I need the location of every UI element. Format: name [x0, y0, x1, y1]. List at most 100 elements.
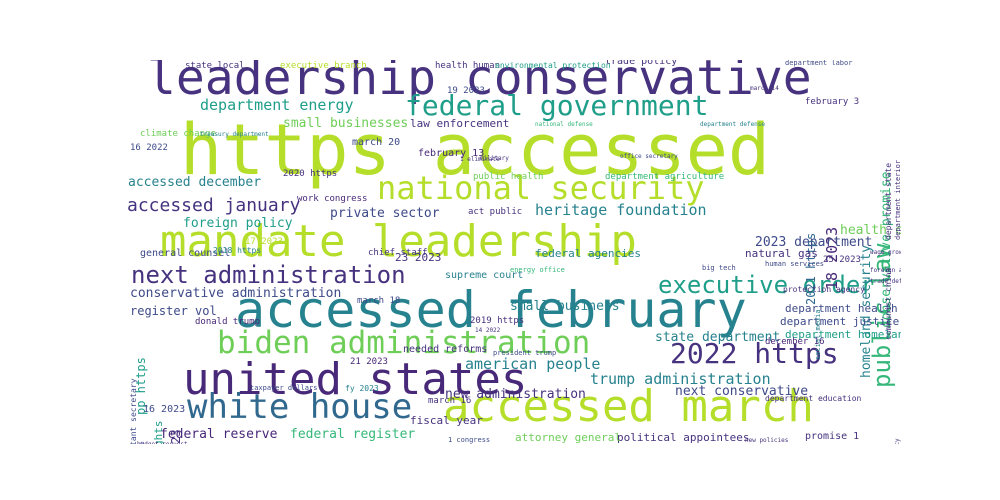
word-19-2023: 19 2023: [447, 86, 485, 96]
word-1-eliminate: 1 eliminate: [460, 156, 500, 163]
word-accessed-december: accessed december: [128, 175, 262, 190]
word-office-secretary: office secretary: [620, 153, 678, 160]
word-department-education: department education: [765, 394, 862, 403]
word-2022-https: 2022 https: [670, 337, 839, 370]
word-march-18: march 18: [357, 296, 401, 306]
word-next-administration: next administration: [131, 261, 406, 289]
word-budget-request: budget request: [137, 442, 188, 445]
word-federal-register: federal register: [290, 427, 416, 442]
word-act-public: act public: [468, 207, 523, 217]
word-executive-branch: executive branch: [280, 61, 367, 71]
word-american-people: american people: [465, 355, 601, 373]
word-small-businesses: small businesses: [283, 116, 409, 131]
word-march-20: march 20: [352, 137, 401, 148]
word-new-policies: new policies: [745, 437, 789, 444]
word-https-accessed: https accessed: [180, 109, 771, 191]
word-department-labor: department labor: [785, 60, 853, 67]
word-white-house: white house: [187, 387, 413, 427]
word-new-administration: new administration: [445, 387, 586, 402]
word-donald-trump: donald trump: [195, 317, 261, 327]
word-climate-change: climate change: [140, 129, 216, 139]
word-state-department: state department: [655, 330, 781, 345]
word-federal-agencies: federal agencies: [535, 247, 641, 260]
word-2019-https: 2019 https: [470, 316, 525, 326]
word-energy-office: energy office: [510, 266, 565, 274]
word-health-human: health human: [435, 61, 501, 71]
word-2018-https: 2018 https: [213, 246, 262, 255]
word-united-states: united states: [183, 354, 528, 405]
word-promise-1: promise 1: [805, 431, 860, 442]
word-chief-staff: chief staff: [368, 248, 428, 258]
word-social-media: social media: [814, 309, 822, 360]
word-2023-department: 2023 department: [755, 235, 873, 250]
word-department-homeland: department homeland: [785, 328, 901, 341]
word-department-defense: department defense: [700, 121, 766, 128]
word-2020-https: 2020 https: [283, 169, 338, 179]
word-department-health: department health: [785, 302, 898, 315]
word-health-care: health care: [840, 223, 901, 238]
word-department-energy: department energy: [200, 96, 354, 114]
word-16-2022: 16 2022: [130, 143, 168, 153]
word-department-justice: department justice: [780, 315, 900, 328]
word-needed-reforms: needed reforms: [403, 344, 488, 355]
word-executive-order: executive order: [658, 271, 875, 299]
word-law-enforcement: law enforcement: [410, 117, 510, 130]
word-cloud: https accessed leadership conservative man…: [125, 60, 901, 444]
word-small-business: small business: [510, 299, 620, 314]
word-human-services: human services: [765, 260, 825, 268]
word-treasury-department: treasury department: [200, 131, 269, 138]
word-national-security: national security: [377, 169, 705, 207]
word-leadership-conservative: leadership conservative: [147, 60, 812, 106]
word-accessed-january: accessed january: [127, 195, 301, 216]
word-department-state: department state: [884, 162, 893, 240]
word-wage-growth: wage growth: [870, 249, 901, 256]
word-federal-government: federal government: [405, 89, 709, 122]
word-supreme-court: supreme court: [445, 270, 524, 281]
word-environmental-protection: environmental protection: [495, 61, 611, 70]
word-fy-2023: fy 2023: [345, 384, 379, 393]
word-foreign-aid: foreign aid: [870, 267, 901, 274]
word-14-2022: 14 2022: [475, 327, 501, 334]
word-23-2023: 23 2023: [395, 251, 442, 264]
word-conservative-administration: conservative administration: [130, 286, 342, 301]
word-next-conservative: next conservative: [675, 384, 809, 399]
word-december-16: december 16: [765, 337, 825, 347]
word-department-agriculture: department agriculture: [605, 172, 725, 182]
word-big-tech: big tech: [702, 264, 736, 272]
word-biden-administration: biden administration: [217, 325, 591, 361]
word-fiscal-year: fiscal year: [410, 414, 483, 427]
word-register-vol: register vol: [130, 304, 217, 318]
word-department-interior: department interior: [894, 159, 901, 240]
word-federal-reserve: federal reserve: [160, 427, 278, 442]
word-assistant-secretary: assistant secretary: [129, 378, 138, 444]
word-foreign-policy: foreign policy: [183, 216, 293, 231]
word-february-13: february 13: [418, 148, 485, 159]
word-general-counsel: general counsel: [140, 248, 231, 259]
word-mandate-leadership: mandate leadership: [160, 216, 637, 267]
word-accessed-february: accessed february: [235, 281, 747, 339]
word-accessed-march: accessed march: [443, 381, 814, 432]
word-february-3: february 3: [805, 97, 860, 107]
word-protection-agency: protection agency: [783, 285, 865, 294]
word-policy: policy: [894, 438, 901, 444]
word-private-sector: private sector: [330, 206, 440, 221]
word-21-2023: 21 2023: [350, 357, 388, 367]
word-national-defense: national defense: [535, 121, 593, 128]
word-military: military: [480, 155, 509, 162]
word-16-2023: 16 2023: [143, 404, 186, 415]
word-march-16: march 16: [428, 396, 472, 406]
word-2021-https: 2021 https: [804, 232, 818, 305]
word-attorney-general: attorney general: [515, 431, 621, 444]
word-1-congress: 1 congress: [448, 436, 491, 444]
word-work-congress: work congress: [297, 194, 368, 204]
word-17-2023: 17 2023: [245, 237, 283, 247]
word-president-trump: president trump: [493, 349, 557, 357]
word-political-appointees: political appointees: [617, 431, 750, 444]
word-trump-administration: trump administration: [590, 370, 771, 388]
word-natural-gas: natural gas: [745, 247, 818, 260]
word-march-14: march 14: [750, 85, 779, 92]
word-public-health: public health: [473, 172, 544, 182]
word-trade-policy: trade policy: [605, 60, 678, 67]
word-trade-deficit: trade deficit: [870, 278, 901, 285]
word-state-local: state local: [185, 61, 245, 71]
